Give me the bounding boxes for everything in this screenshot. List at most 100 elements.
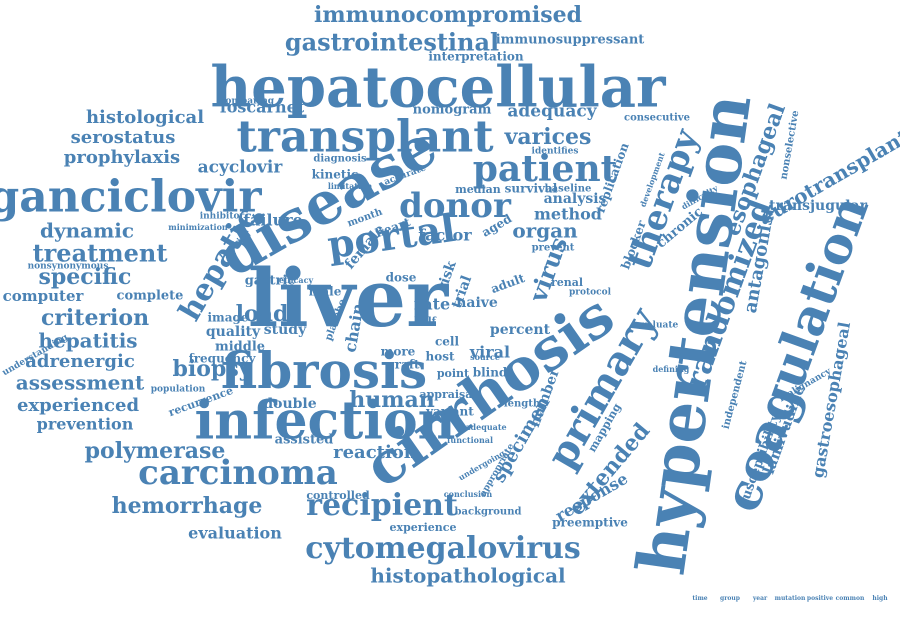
cloud-word-experienced: experienced [17, 395, 139, 416]
cloud-word-organ: organ [512, 219, 578, 243]
cloud-word-carcinoma: carcinoma [138, 453, 338, 493]
cloud-word-dose: dose [386, 271, 417, 285]
cloud-word-controlled: controlled [306, 489, 370, 502]
cloud-word-conclusion: conclusion [444, 489, 493, 499]
cloud-word-hepatitis: hepatitis [38, 329, 137, 353]
cloud-word-baseline: baseline [545, 184, 592, 195]
cloud-word-diagnosis: diagnosis [313, 154, 367, 165]
cloud-word-gastrointestinal: gastrointestinal [285, 28, 499, 57]
cloud-word-minimization: minimization [168, 222, 228, 232]
cloud-word-serostatus: serostatus [71, 127, 176, 148]
cloud-word-appraisal: appraisal [419, 388, 476, 401]
cloud-word-interpretation: interpretation [428, 50, 524, 64]
cloud-word-background: background [455, 507, 522, 518]
cloud-word-cytomegalovirus: cytomegalovirus [305, 531, 581, 566]
cloud-word-renal: renal [551, 276, 583, 289]
cloud-word-source: source [470, 352, 500, 362]
cloud-word-transplant: transplant [236, 112, 494, 163]
cloud-word-kinetic: kinetic [312, 168, 359, 182]
cloud-word-study: study [264, 322, 307, 338]
cloud-word-assessment: assessment [16, 371, 145, 395]
cloud-word-ganciclovir: ganciclovir [0, 172, 262, 223]
cloud-word-protocol: protocol [569, 288, 612, 298]
cloud-word-rate: rate [414, 295, 450, 314]
cloud-word-hepatocellular: hepatocellular [210, 55, 667, 121]
cloud-word-prevention: prevention [37, 415, 134, 434]
cloud-word-experience: experience [390, 521, 457, 534]
cloud-word-cell: cell [435, 335, 460, 349]
cloud-word-mutation: mutation [775, 595, 806, 602]
cloud-word-immunosuppressant: immunosuppressant [496, 33, 645, 48]
cloud-word-more: more [381, 345, 416, 359]
cloud-word-method: method [534, 205, 602, 224]
cloud-word-complete: complete [117, 289, 184, 304]
cloud-word-image: image [207, 311, 248, 325]
cloud-word-quality: quality [206, 324, 261, 340]
cloud-word-fibrosis: fibrosis [221, 341, 427, 400]
cloud-word-blind: blind [473, 366, 508, 380]
cloud-word-infection: infection [195, 391, 456, 452]
cloud-word-reaction: reaction [333, 442, 417, 463]
cloud-word-treatment: treatment [33, 239, 168, 268]
cloud-word-group: group [720, 595, 740, 602]
cloud-word-half: half [414, 317, 437, 328]
cloud-word-prevent: prevent [532, 243, 575, 254]
cloud-word-gastric: gastric [245, 274, 296, 289]
cloud-word-functional: functional [447, 435, 493, 445]
cloud-word-histological: histological [86, 107, 204, 128]
cloud-word-consecutive: consecutive [624, 113, 690, 124]
cloud-word-histopathological: histopathological [370, 564, 566, 588]
cloud-word-double: double [263, 396, 316, 412]
cloud-word-assisted: assisted [275, 433, 334, 448]
cloud-word-failure: failure [243, 211, 303, 230]
cloud-word-time: time [692, 595, 707, 602]
cloud-word-foscarnet: foscarnet [220, 98, 305, 117]
cloud-word-analysis: analysis [544, 191, 607, 207]
cloud-word-point: point [437, 367, 470, 380]
cloud-word-inhibitor: inhibitor [200, 212, 245, 222]
cloud-word-host: host [425, 350, 454, 364]
cloud-word-specific: specific [39, 264, 132, 290]
cloud-word-survival: survival [505, 182, 558, 196]
cloud-word-adult: adult [489, 271, 527, 296]
cloud-word-comparing: comparing [220, 97, 275, 107]
cloud-word-variant: variant [425, 405, 474, 419]
cloud-word-acyclovir: acyclovir [198, 158, 284, 178]
cloud-word-adrenergic: adrenergic [25, 351, 135, 372]
cloud-word-identifies: identifies [532, 147, 579, 157]
cloud-word-biopsy: biopsy [173, 356, 253, 382]
cloud-word-length: length [504, 399, 541, 410]
cloud-word-male: male [309, 285, 342, 299]
cloud-word-immunocompromised: immunocompromised [314, 2, 582, 28]
cloud-word-recipient: recipient [306, 488, 458, 523]
cloud-word-naive: naive [456, 295, 498, 311]
cloud-word-adequacy: adequacy [507, 102, 597, 122]
cloud-word-computer: computer [3, 287, 85, 305]
cloud-word-preemptive: preemptive [552, 516, 628, 530]
cloud-word-patient: patient [473, 148, 618, 190]
cloud-word-transjugular: transjugular [769, 198, 868, 214]
cloud-word-nomogram: nomogram [413, 103, 492, 118]
cloud-word-criterion: criterion [41, 305, 149, 331]
cloud-word-polymerase: polymerase [85, 438, 226, 464]
cloud-word-median: median [455, 183, 501, 196]
cloud-word-dynamic: dynamic [40, 219, 134, 243]
cloud-word-limitation: limitation [328, 181, 373, 191]
cloud-word-positive: positive [807, 595, 833, 602]
cloud-word-donor: donor [399, 186, 512, 226]
cloud-word-varices: varices [504, 124, 592, 150]
cloud-word-high: high [872, 595, 888, 602]
cloud-word-factor: factor [418, 226, 472, 245]
cloud-word-load: load [236, 301, 289, 327]
cloud-word-percent: percent [490, 322, 551, 338]
cloud-word-defining: defining [653, 364, 690, 374]
cloud-word-evaluation: evaluation [188, 524, 282, 543]
cloud-word-adequate: adequate [465, 422, 506, 432]
cloud-word-efficacy: efficacy [279, 275, 314, 285]
cloud-word-viral: viral [469, 343, 510, 362]
cloud-word-nonsynonymous: nonsynonymous [28, 262, 109, 272]
cloud-word-population: population [151, 385, 206, 395]
cloud-word-frequency: frequency [189, 352, 257, 366]
